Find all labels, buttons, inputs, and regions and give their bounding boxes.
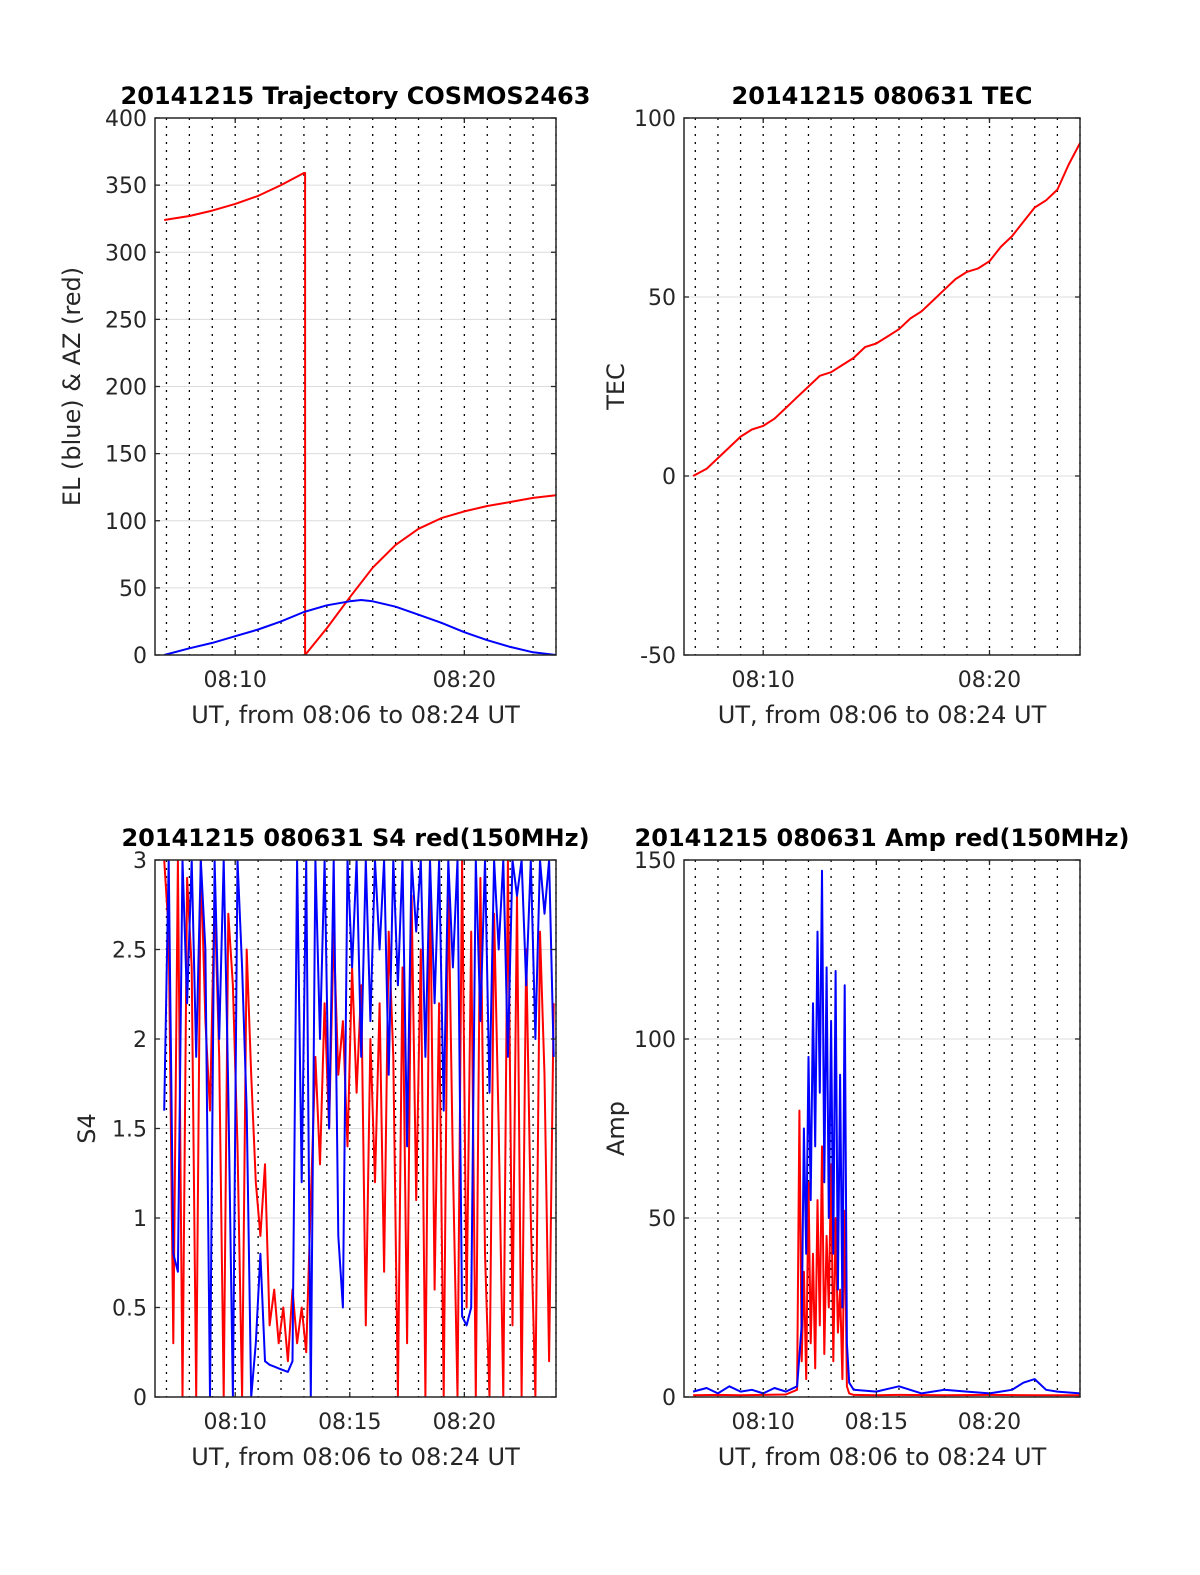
y-tick-label: 250 [105, 308, 147, 333]
chart-tec: -50 0 50 100 08:10 08:20 20141215 080631 TEC UT… [602, 82, 1081, 729]
series-group [692, 869, 1080, 1397]
x-axis-label: UT, from 08:06 to 08:24 UT [191, 1443, 520, 1471]
y-tick-label: 50 [648, 286, 676, 311]
y-tick-label: 100 [634, 1028, 676, 1053]
chart-amp: 0 50 100 150 08:10 08:15 08:20 20141215 080631 … [602, 824, 1129, 1471]
y-tick-label: 0 [662, 465, 676, 490]
y-tick-label: 1.5 [112, 1118, 147, 1143]
series-group [163, 860, 555, 1397]
chart-title: 20141215 080631 Amp red(150MHz) [635, 824, 1130, 852]
chart-title: 20141215 080631 S4 red(150MHz) [121, 824, 589, 852]
y-axis-label: TEC [602, 363, 630, 411]
series-group [163, 172, 556, 655]
chart-s4: 0 0.5 1 1.5 2 2.5 3 08:10 08:15 08:20 20141215 080… [73, 824, 590, 1471]
plot-area [684, 118, 1080, 655]
x-tick-label: 08:15 [318, 1410, 381, 1435]
y-axis-label: EL (blue) & AZ (red) [58, 267, 86, 506]
x-axis-label: UT, from 08:06 to 08:24 UT [718, 701, 1047, 729]
y-tick-label: 100 [634, 107, 676, 132]
x-tick-label: 08:20 [433, 668, 496, 693]
y-tick-label: 300 [105, 241, 147, 266]
chart-title: 20141215 080631 TEC [732, 82, 1033, 110]
y-tick-label: -50 [640, 644, 676, 669]
x-tick-label: 08:15 [845, 1410, 908, 1435]
series-line-el [163, 599, 556, 655]
y-tick-label: 150 [105, 443, 147, 468]
y-axis-label: Amp [602, 1101, 630, 1156]
x-tick-label: 08:20 [433, 1410, 496, 1435]
chart-title: 20141215 Trajectory COSMOS2463 [121, 82, 591, 110]
chart-trajectory: 0 50 100 150 200 250 300 350 400 08:10 08:20 201412… [58, 82, 590, 729]
y-tick-label: 50 [648, 1207, 676, 1232]
series-group [692, 142, 1080, 477]
x-axis-label: UT, from 08:06 to 08:24 UT [718, 1443, 1047, 1471]
x-axis-label: UT, from 08:06 to 08:24 UT [191, 701, 520, 729]
y-tick-label: 0.5 [112, 1297, 147, 1322]
y-tick-label: 2.5 [112, 939, 147, 964]
y-tick-label: 200 [105, 376, 147, 401]
x-tick-label: 08:10 [203, 668, 266, 693]
x-tick-label: 08:20 [958, 1410, 1021, 1435]
y-tick-label: 2 [133, 1028, 147, 1053]
y-tick-label: 0 [133, 644, 147, 669]
series-line-0 [692, 142, 1080, 477]
y-tick-label: 0 [133, 1386, 147, 1411]
y-tick-label: 1 [133, 1207, 147, 1232]
x-tick-label: 08:10 [731, 1410, 794, 1435]
x-tick-label: 08:10 [731, 668, 794, 693]
y-tick-label: 400 [105, 107, 147, 132]
y-tick-label: 0 [662, 1386, 676, 1411]
y-tick-label: 3 [133, 849, 147, 874]
x-tick-label: 08:20 [958, 668, 1021, 693]
series-line-1 [163, 860, 555, 1397]
plot-area [684, 860, 1080, 1397]
y-tick-label: 350 [105, 174, 147, 199]
y-tick-label: 50 [119, 577, 147, 602]
y-tick-label: 100 [105, 510, 147, 535]
series-line-1 [692, 869, 1080, 1395]
series-line-0 [163, 860, 555, 1397]
series-line-az [164, 172, 556, 655]
series-line-0 [693, 1109, 1080, 1397]
axes-box [683, 859, 1081, 1398]
y-axis-label: S4 [73, 1113, 101, 1144]
x-tick-label: 08:10 [203, 1410, 266, 1435]
axes-box [683, 117, 1081, 656]
y-tick-label: 150 [634, 849, 676, 874]
